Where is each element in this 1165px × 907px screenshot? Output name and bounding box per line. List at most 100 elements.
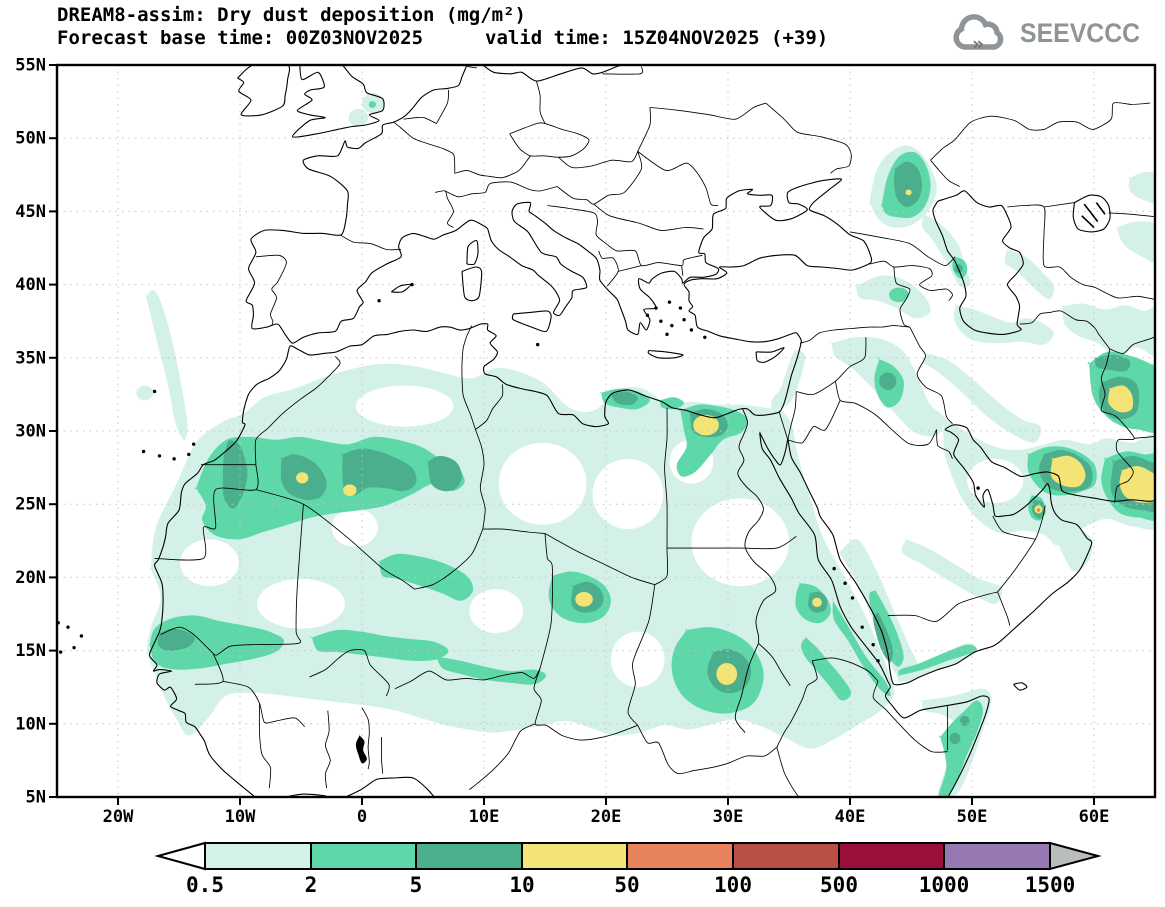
country-border <box>799 325 910 344</box>
dust-region-5-10 <box>157 628 195 651</box>
country-border <box>776 747 800 797</box>
colorbar-label: 0.5 <box>186 873 224 897</box>
seevccc-logo: » SEEVCCC <box>948 10 1151 56</box>
dust-region-2-5 <box>377 553 474 601</box>
dust-region-5-10 <box>959 715 970 726</box>
country-border <box>666 536 797 550</box>
country-border <box>539 533 553 669</box>
country-border <box>787 391 797 440</box>
country-border <box>381 736 384 774</box>
dust-region-holes <box>331 508 378 547</box>
dust-region-10-50 <box>716 663 738 686</box>
island-dot <box>659 319 663 323</box>
colorbar-label: 100 <box>714 873 752 897</box>
country-border <box>598 250 619 287</box>
dust-region-5-10 <box>222 438 248 509</box>
island-dot <box>832 566 836 571</box>
country-border <box>558 151 639 169</box>
forecast-base-time: Forecast base time: 00Z03NOV2025 <box>57 27 424 49</box>
country-border <box>637 725 778 775</box>
country-border <box>482 528 546 534</box>
country-border <box>1134 435 1155 439</box>
island-dot <box>654 306 658 310</box>
country-border <box>618 265 642 272</box>
dust-region-10-50 <box>343 484 357 497</box>
lake <box>355 734 367 764</box>
colorbar-label: 5 <box>410 873 423 897</box>
island-dot <box>377 299 381 303</box>
dust-region-2-5 <box>309 629 449 661</box>
country-border <box>454 155 531 179</box>
country-border <box>869 260 953 301</box>
map-area <box>57 65 1155 797</box>
aral-hatch <box>1083 203 1099 223</box>
coastline <box>787 424 1155 686</box>
country-border <box>654 407 669 586</box>
colorbar-right-arrow <box>1049 841 1102 871</box>
dust-region-10-50 <box>296 472 309 484</box>
dust-region-holes <box>257 578 345 629</box>
axis-label-lon: 20E <box>591 807 622 827</box>
country-border <box>160 626 214 654</box>
dust-region-5-10 <box>879 372 897 391</box>
country-border <box>765 102 852 174</box>
country-border <box>324 710 331 789</box>
dust-region-2-5 <box>368 101 377 109</box>
dust-region-0.5-2 <box>901 537 1003 604</box>
axis-label-lat: 50N <box>15 129 46 149</box>
country-border <box>255 489 415 590</box>
axis-label-lat: 20N <box>15 568 46 588</box>
colorbar-segment <box>415 842 523 870</box>
country-border <box>778 411 789 440</box>
dust-region-0.5-2 <box>1004 248 1055 300</box>
country-border <box>849 231 956 267</box>
axis-label-lat: 5N <box>26 788 46 808</box>
island-dot <box>152 389 157 394</box>
island-dot <box>187 452 191 457</box>
island-dot <box>191 442 196 446</box>
axis-label-lon: 60E <box>1079 807 1110 827</box>
title-block: DREAM8-assim: Dry dust deposition (mg/m²… <box>57 4 828 49</box>
country-border <box>776 660 818 748</box>
island-dot <box>703 335 707 340</box>
nile-river <box>758 642 791 686</box>
dust-region-10-50 <box>693 414 719 436</box>
country-border <box>255 254 287 326</box>
colorbar-segment <box>204 842 312 870</box>
island-dot <box>850 596 855 600</box>
dust-region-holes <box>592 458 664 530</box>
country-border <box>593 203 704 231</box>
axis-label-lat: 45N <box>15 202 46 222</box>
island-dot <box>410 282 414 287</box>
coastline <box>237 65 291 117</box>
country-border <box>1019 310 1111 350</box>
country-border <box>222 680 305 728</box>
country-border <box>787 400 841 444</box>
country-border <box>637 151 719 207</box>
island-dot <box>58 650 63 654</box>
svg-text:»: » <box>972 33 984 55</box>
coastline <box>759 432 990 797</box>
coastline <box>932 190 1024 335</box>
dust-region-holes <box>498 442 587 525</box>
subtitle: Forecast base time: 00Z03NOV2025 valid ti… <box>57 27 828 49</box>
dust-region-0.5-2 <box>348 108 369 127</box>
colorbar-label: 1500 <box>1025 873 1076 897</box>
dust-region-5-10 <box>609 391 638 406</box>
island-dot <box>689 328 694 332</box>
colorbar-segment <box>310 842 417 870</box>
country-border <box>893 266 911 328</box>
dust-region-holes <box>180 539 239 587</box>
island-dot <box>66 625 70 629</box>
valid-time: valid time: 15Z04NOV2025 (+39) <box>485 27 829 49</box>
country-border <box>414 528 484 590</box>
island-dot <box>157 454 162 458</box>
dust-region-2-5 <box>939 700 983 797</box>
country-border <box>466 66 477 69</box>
aral-hatch <box>1095 202 1106 215</box>
dust-region-0.5-2 <box>136 385 154 401</box>
country-border <box>627 584 656 726</box>
axis-label-lat: 55N <box>15 56 46 76</box>
country-border <box>436 89 450 124</box>
dust-region-holes <box>355 385 454 427</box>
